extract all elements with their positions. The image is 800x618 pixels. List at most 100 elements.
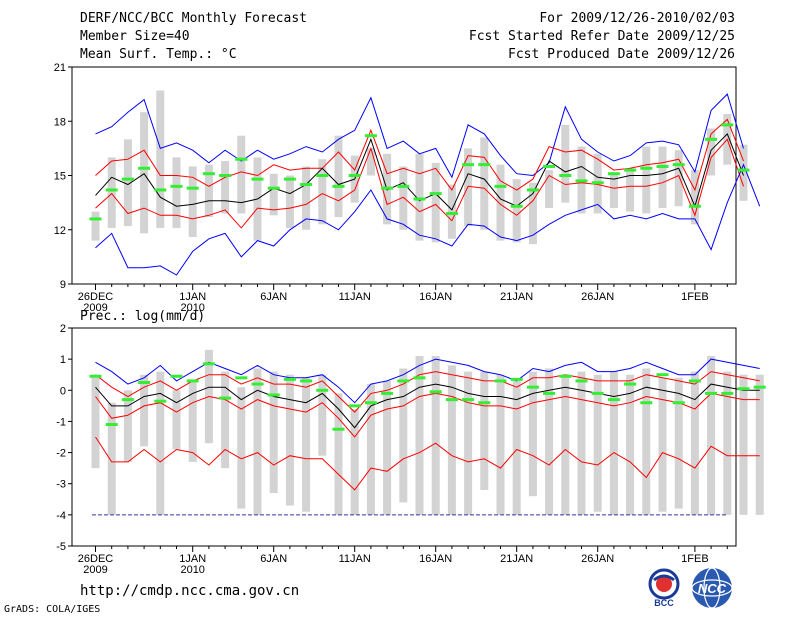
ensemble-box xyxy=(188,166,197,237)
mean-line xyxy=(95,383,760,429)
ensemble-box xyxy=(528,182,537,245)
y-tick-label: 1 xyxy=(60,354,66,366)
x-tick-label: 16JAN xyxy=(419,553,452,565)
y-tick-label: -1 xyxy=(56,416,66,428)
x-tick-label: 1FEB xyxy=(681,553,709,565)
ensemble-box xyxy=(399,368,408,503)
ensemble-box xyxy=(739,144,748,201)
ensemble-box xyxy=(755,374,764,515)
ensemble-box xyxy=(690,371,699,515)
grads-credit: GrADS: COLA/IGES xyxy=(4,604,101,615)
ensemble-box xyxy=(302,166,311,230)
x-tick-label: 26DEC xyxy=(78,553,114,565)
ensemble-box xyxy=(642,368,651,515)
ensemble-box xyxy=(609,371,618,515)
x-tick-label: 1FEB xyxy=(681,291,709,303)
ensemble-box xyxy=(415,153,424,241)
ensemble-box xyxy=(318,374,327,456)
ensemble-box xyxy=(447,365,456,515)
ensemble-box xyxy=(334,393,343,515)
y-tick-label: 2 xyxy=(60,323,66,335)
ensemble-box xyxy=(107,402,116,515)
x-tick-label: 1JAN xyxy=(179,553,206,565)
member-size: Member Size=40 xyxy=(80,29,190,44)
ensemble-box xyxy=(480,137,489,230)
min-line xyxy=(95,436,760,491)
ensemble-box xyxy=(561,124,570,203)
x-tick-label: 26JAN xyxy=(581,291,614,303)
ensemble-box xyxy=(707,356,716,515)
ensemble-box xyxy=(383,380,392,515)
ensemble-box xyxy=(204,164,213,218)
ensemble-box xyxy=(512,179,521,243)
x-tick-year: 2009 xyxy=(83,302,107,314)
y-tick-label: 12 xyxy=(54,225,66,237)
ncc-logo-text: NCC xyxy=(698,581,727,596)
forecast-started: Fcst Started Refer Date 2009/12/25 xyxy=(468,29,735,44)
forecast-period: For 2009/12/26-2010/02/03 xyxy=(539,11,735,26)
ensemble-box xyxy=(188,380,197,462)
upper-band-line xyxy=(95,371,760,413)
ensemble-box xyxy=(593,374,602,512)
ensemble-box xyxy=(269,173,278,216)
url-link[interactable]: http://cmdp.ncc.cma.gov.cn xyxy=(80,583,300,599)
ensemble-box xyxy=(561,374,570,515)
x-tick-year: 2010 xyxy=(180,564,204,576)
ensemble-box xyxy=(253,368,262,515)
precip-title: Prec.: log(mm/d) xyxy=(80,309,206,324)
x-tick-label: 26DEC xyxy=(78,291,114,303)
y-tick-label: 18 xyxy=(54,116,66,128)
ensemble-box xyxy=(674,150,683,207)
ensemble-box xyxy=(91,211,100,241)
ensemble-box xyxy=(221,161,230,214)
ensemble-box xyxy=(496,164,505,241)
x-tick-label: 16JAN xyxy=(419,291,452,303)
ensemble-box xyxy=(285,374,294,506)
y-tick-label: 9 xyxy=(60,279,66,291)
ensemble-box xyxy=(302,377,311,512)
ensemble-box xyxy=(172,157,181,228)
ensemble-box xyxy=(447,184,456,239)
ensemble-box xyxy=(269,371,278,494)
max-line xyxy=(95,93,744,179)
ensemble-box xyxy=(237,135,246,214)
y-tick-label: 0 xyxy=(60,385,66,397)
y-tick-label: 15 xyxy=(54,171,66,183)
y-tick-label: -4 xyxy=(56,510,66,522)
lower-band-line xyxy=(95,138,744,229)
ensemble-box xyxy=(318,159,327,225)
x-tick-label: 21JAN xyxy=(500,291,533,303)
chart-title: DERF/NCC/BCC Monthly Forecast xyxy=(80,11,307,26)
ensemble-box xyxy=(156,90,165,228)
ensemble-box xyxy=(609,173,618,209)
ensemble-box xyxy=(545,368,554,515)
ensemble-box xyxy=(496,374,505,515)
x-tick-label: 21JAN xyxy=(500,553,533,565)
y-tick-label: -2 xyxy=(56,448,66,460)
ensemble-box xyxy=(528,371,537,497)
ensemble-box xyxy=(237,387,246,509)
upper-band-line xyxy=(95,118,744,192)
ensemble-box xyxy=(723,371,732,515)
ensemble-box xyxy=(480,371,489,490)
ensemble-box xyxy=(431,162,440,243)
variable-label: Mean Surf. Temp.: °C xyxy=(80,47,237,62)
mean-line xyxy=(95,133,744,211)
ensemble-box xyxy=(658,377,667,512)
ensemble-box xyxy=(674,377,683,509)
ensemble-box xyxy=(431,356,440,515)
chart-frame xyxy=(71,327,737,547)
ensemble-box xyxy=(366,384,375,515)
ensemble-box xyxy=(123,390,132,462)
bcc-logo-text: BCC xyxy=(654,598,674,608)
ensemble-box xyxy=(140,112,149,234)
y-tick-label: -3 xyxy=(56,479,66,491)
ensemble-box xyxy=(221,371,230,469)
ensemble-box xyxy=(334,135,343,218)
ensemble-box xyxy=(415,356,424,515)
ensemble-box xyxy=(123,139,132,227)
x-tick-label: 11JAN xyxy=(339,291,371,303)
x-tick-label: 11JAN xyxy=(339,553,371,565)
ensemble-box xyxy=(366,148,375,176)
